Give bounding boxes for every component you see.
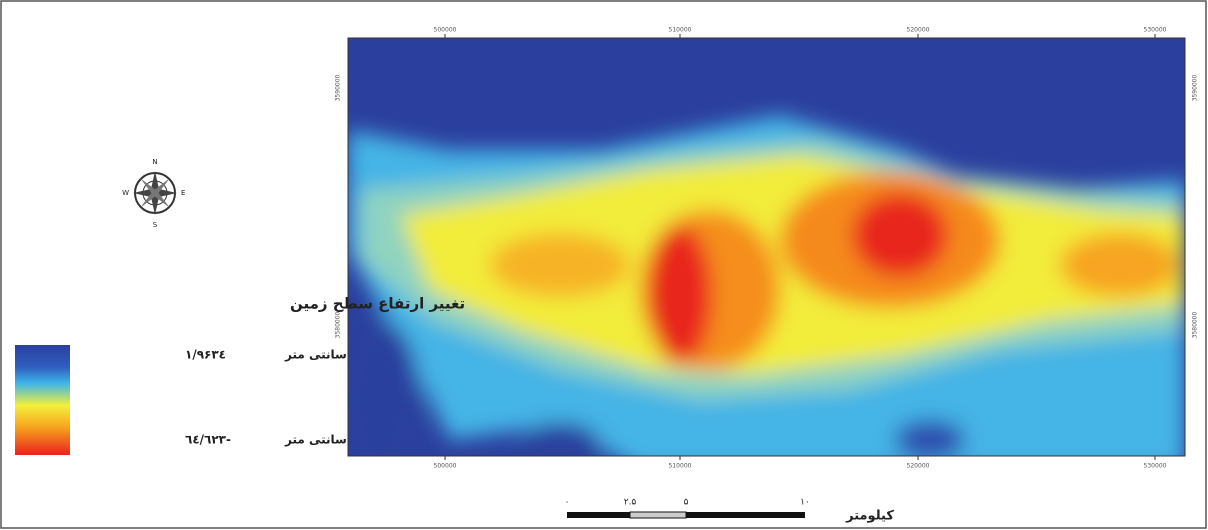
scale-tick-label: ۵ bbox=[684, 498, 689, 508]
scale-tick-label: ۱۰ bbox=[800, 498, 810, 508]
legend-title: تغییر ارتفاع سطح زمین bbox=[290, 295, 465, 313]
compass-label: W bbox=[122, 189, 129, 197]
scale-unit: کیلومتر bbox=[845, 509, 894, 524]
tick-label: 520000 bbox=[907, 27, 930, 34]
scale-tick-label: ۰ bbox=[565, 498, 570, 508]
scale-bar bbox=[567, 511, 805, 519]
legend-unit: سانتی متر bbox=[284, 348, 347, 362]
compass-label: E bbox=[181, 189, 185, 197]
scale-tick-label: ۲.۵ bbox=[624, 498, 637, 508]
legend-unit: سانتی متر bbox=[284, 433, 347, 447]
tick-label: 510000 bbox=[669, 27, 692, 34]
compass-label: N bbox=[152, 158, 157, 166]
tick-label: 530000 bbox=[1144, 27, 1167, 34]
legend-value: -٦٤/٦٢٣ bbox=[185, 433, 231, 447]
tick-label: 520000 bbox=[907, 463, 930, 470]
tick-label: 3580000 bbox=[335, 311, 342, 338]
compass-label: S bbox=[153, 221, 158, 229]
tick-label: 3580000 bbox=[1192, 311, 1199, 338]
tick-label: 500000 bbox=[434, 463, 457, 470]
tick-label: 3590000 bbox=[335, 74, 342, 101]
tick-label: 500000 bbox=[434, 27, 457, 34]
legend-colorbar bbox=[15, 345, 70, 455]
legend-value: ۱/۹۶۳٤ bbox=[185, 348, 226, 362]
tick-label: 530000 bbox=[1144, 463, 1167, 470]
compass bbox=[133, 171, 177, 215]
tick-label: 3590000 bbox=[1192, 74, 1199, 101]
map-border bbox=[347, 37, 1186, 457]
raster bbox=[348, 38, 1185, 456]
tick-label: 510000 bbox=[669, 463, 692, 470]
